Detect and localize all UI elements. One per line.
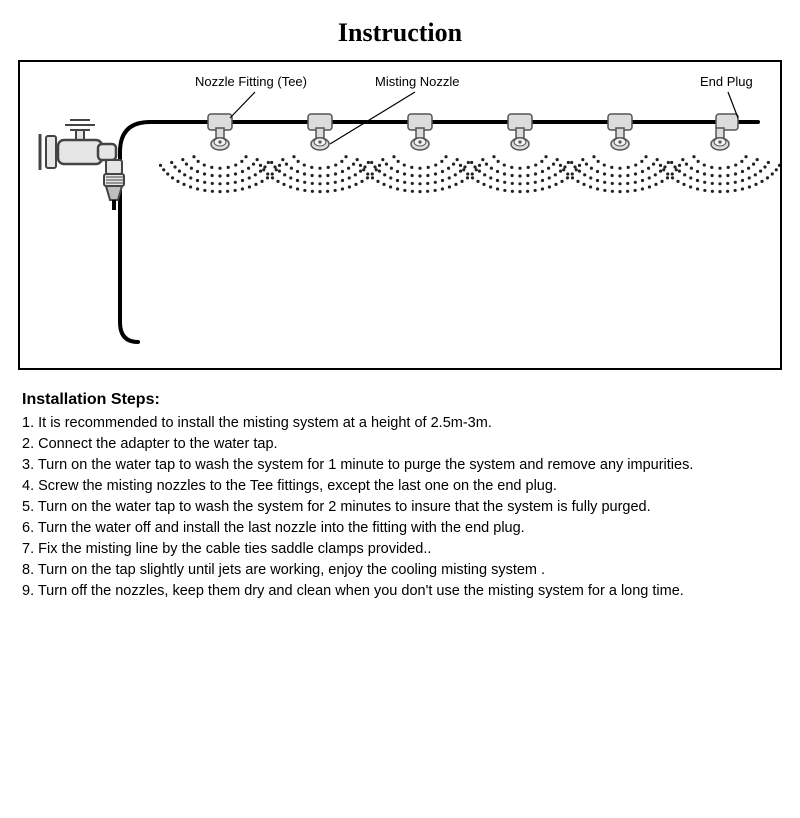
step-item: Turn the water off and install the last … xyxy=(22,518,778,539)
page-title: Instruction xyxy=(0,18,800,48)
callout-line xyxy=(330,92,415,144)
misting-diagram: Nozzle Fitting (Tee) Misting Nozzle End Pl… xyxy=(20,62,780,368)
steps-block: Installation Steps: It is recommended to… xyxy=(22,388,778,602)
step-item: Fix the misting line by the cable ties s… xyxy=(22,539,778,560)
step-item: Connect the adapter to the water tap. xyxy=(22,434,778,455)
faucet-icon xyxy=(40,120,124,210)
step-item: It is recommended to install the misting… xyxy=(22,413,778,434)
step-item: Turn on the water tap to wash the system… xyxy=(22,497,778,518)
step-item: Turn on the water tap to wash the system… xyxy=(22,455,778,476)
steps-heading: Installation Steps: xyxy=(22,388,778,411)
diagram-label: Nozzle Fitting (Tee) xyxy=(195,74,307,89)
step-item: Turn off the nozzles, keep them dry and … xyxy=(22,581,778,602)
tee-nozzle xyxy=(159,114,281,193)
step-item: Screw the misting nozzles to the Tee fit… xyxy=(22,476,778,497)
callout-line xyxy=(230,92,255,118)
steps-list: It is recommended to install the misting… xyxy=(22,413,778,602)
tee-nozzle xyxy=(459,114,581,193)
step-item: Turn on the tap slightly until jets are … xyxy=(22,560,778,581)
tee-nozzle xyxy=(359,114,481,193)
diagram-label: End Plug xyxy=(700,74,753,89)
end-plug-nozzle xyxy=(659,114,780,193)
diagram-container: Nozzle Fitting (Tee) Misting Nozzle End Pl… xyxy=(18,60,782,370)
diagram-label: Misting Nozzle xyxy=(375,74,460,89)
tee-nozzle xyxy=(559,114,681,193)
tee-nozzle xyxy=(259,114,381,193)
